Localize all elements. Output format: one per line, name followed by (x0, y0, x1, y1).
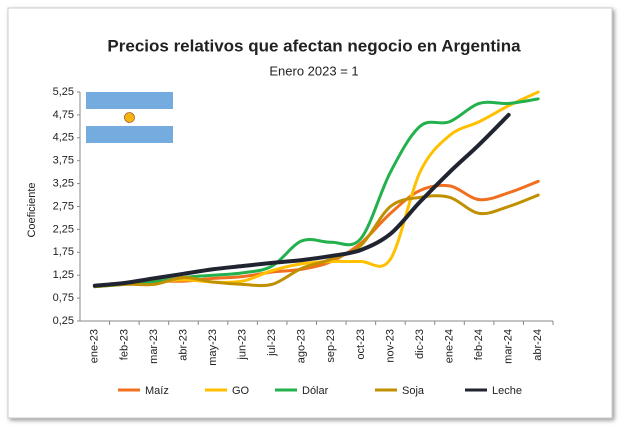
legend-label: GO (232, 385, 250, 397)
x-tick-label: may-23 (207, 329, 219, 366)
flag-stripe (86, 126, 173, 143)
y-tick-label: 0,75 (53, 292, 74, 304)
y-axis-label: Coeficiente (26, 182, 38, 237)
x-tick-label: mar-23 (148, 329, 160, 364)
legend-label: Dólar (302, 385, 329, 397)
x-tick-label: ago-23 (296, 329, 308, 363)
chart-subtitle: Enero 2023 = 1 (269, 63, 358, 78)
x-tick-label: mar-24 (503, 329, 515, 364)
x-tick-label: nov-23 (384, 329, 396, 363)
x-tick-label: abr-24 (532, 329, 544, 361)
x-tick-label: dic-23 (414, 329, 426, 359)
chart-frame (7, 7, 613, 419)
x-tick-label: sep-23 (325, 329, 337, 363)
series-line (92, 112, 511, 288)
x-tick-label: feb-23 (118, 329, 130, 360)
y-tick-label: 1,25 (53, 269, 74, 281)
x-tick-label: ene-24 (443, 329, 455, 363)
x-tick-label: jun-23 (237, 329, 249, 361)
chart-title: Precios relativos que afectan negocio en… (107, 36, 521, 55)
flag (86, 92, 173, 143)
x-tick-label: feb-24 (473, 329, 485, 360)
y-tick-label: 5,25 (53, 86, 74, 98)
series-line (93, 193, 540, 289)
y-tick-label: 4,25 (53, 132, 74, 144)
flag-stripe (86, 92, 173, 109)
y-tick-label: 0,25 (53, 315, 74, 327)
legend-label: Maíz (145, 385, 169, 397)
flag-sun (124, 112, 135, 123)
x-tick-label: jul-23 (266, 329, 278, 357)
x-tick-label: oct-23 (355, 329, 367, 360)
y-tick-label: 1,75 (53, 246, 74, 258)
legend-label: Soja (402, 385, 425, 397)
x-tick-label: abr-23 (177, 329, 189, 361)
y-tick-label: 2,25 (53, 223, 74, 235)
y-tick-label: 2,75 (53, 200, 74, 212)
x-tick-label: ene-23 (89, 329, 101, 363)
y-tick-label: 3,25 (53, 178, 74, 190)
y-tick-label: 3,75 (53, 155, 74, 167)
legend-label: Leche (492, 385, 522, 397)
y-tick-label: 4,75 (53, 109, 74, 121)
